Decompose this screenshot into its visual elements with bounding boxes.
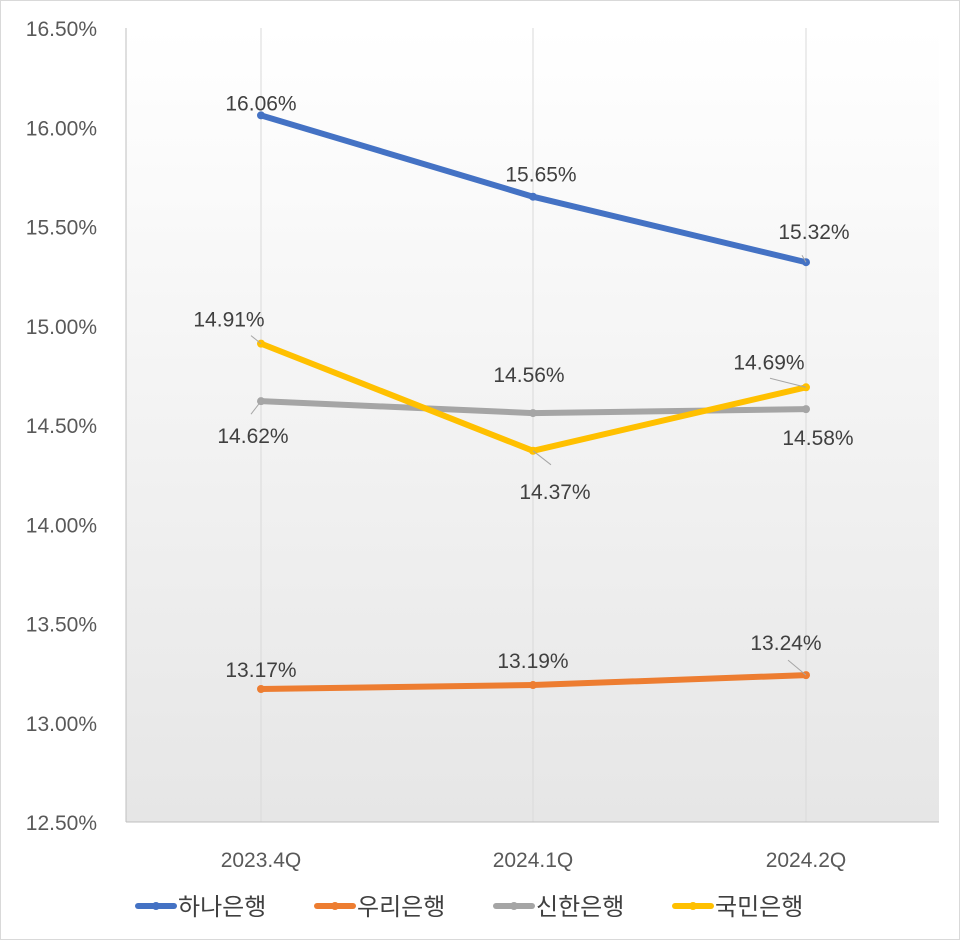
label-leader-lines xyxy=(250,254,807,676)
series-1-point xyxy=(257,111,265,120)
y-tick-label: 16.50% xyxy=(26,18,97,41)
legend-marker xyxy=(689,902,697,910)
series-2-point xyxy=(257,685,265,694)
y-tick-label: 15.00% xyxy=(26,316,97,339)
legend-label: 우리은행 xyxy=(357,894,445,921)
label-leader-line xyxy=(769,377,807,388)
label-leader-line xyxy=(250,335,262,345)
series-3-point xyxy=(529,409,537,418)
series-3-data-label: 14.62% xyxy=(217,425,288,448)
label-leader-line xyxy=(801,254,807,263)
series-1-data-label: 15.32% xyxy=(778,221,849,244)
label-leader-line xyxy=(250,400,262,415)
y-tick-label: 14.50% xyxy=(26,415,97,438)
series-2-data-label: 13.24% xyxy=(750,632,821,655)
legend-marker xyxy=(152,902,160,910)
x-tick-label: 2024.1Q xyxy=(493,849,574,872)
x-tick-label: 2023.4Q xyxy=(221,849,302,872)
series-3-data-label: 14.58% xyxy=(782,427,853,450)
series-4-data-label: 14.91% xyxy=(193,309,264,332)
label-leader-line xyxy=(787,659,807,676)
label-leader-line xyxy=(532,450,552,466)
y-tick-label: 13.00% xyxy=(26,713,97,736)
series-2-data-label: 13.17% xyxy=(225,659,296,682)
legend-marker xyxy=(331,902,339,910)
series-1-data-label: 16.06% xyxy=(225,92,296,115)
data-labels: 16.06% 15.65% 15.32% 13.17% 13.19% 13.24% 14.6… xyxy=(193,92,853,682)
y-tick-label: 16.00% xyxy=(26,117,97,140)
legend-label: 국민은행 xyxy=(715,894,803,921)
x-tick-label: 2024.2Q xyxy=(766,849,847,872)
legend-marker xyxy=(510,902,518,910)
series-3-data-label: 14.56% xyxy=(493,364,564,387)
series-2-point xyxy=(529,681,537,690)
y-tick-label: 14.00% xyxy=(26,514,97,537)
series-3-point xyxy=(802,405,810,414)
series-4-data-label: 14.37% xyxy=(519,481,590,504)
series-1-data-label: 15.65% xyxy=(505,164,576,187)
axes: 12.50% 13.00% 13.50% 14.00% 14.50% 15.00% 15.5… xyxy=(26,18,939,872)
series-4-data-label: 14.69% xyxy=(733,351,804,374)
y-tick-label: 12.50% xyxy=(26,812,97,835)
legend-item: 하나은행 xyxy=(135,894,266,921)
legend-label: 하나은행 xyxy=(178,894,266,921)
series-1-point xyxy=(529,192,537,201)
series-2-data-label: 13.19% xyxy=(497,650,568,673)
legend: 하나은행 우리은행 신한은행 국민은행 xyxy=(135,894,803,921)
legend-item: 신한은행 xyxy=(493,894,624,921)
legend-item: 국민은행 xyxy=(672,894,803,921)
legend-item: 우리은행 xyxy=(314,894,445,921)
legend-label: 신한은행 xyxy=(536,894,624,921)
y-tick-label: 13.50% xyxy=(26,614,97,637)
y-tick-label: 15.50% xyxy=(26,217,97,240)
